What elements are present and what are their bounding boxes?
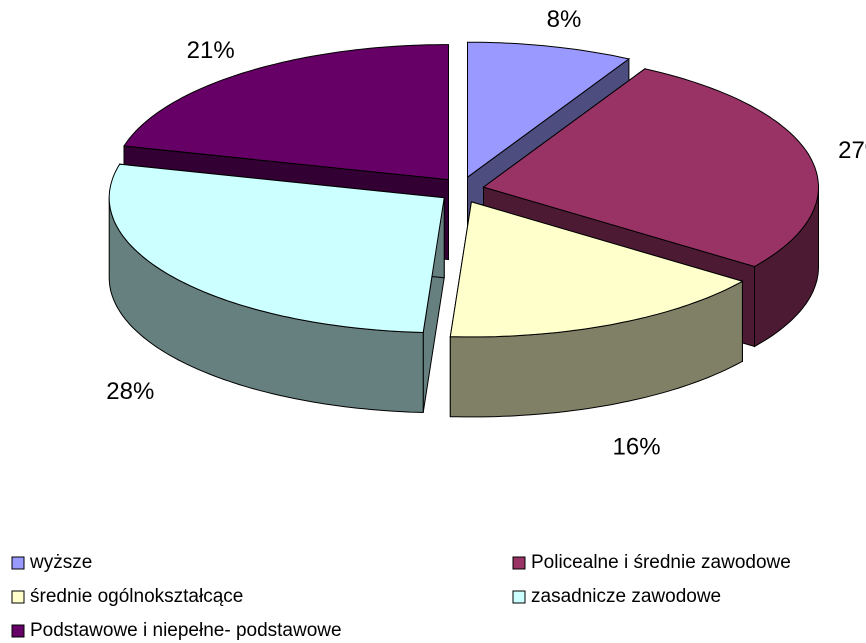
legend-label: Podstawowe i niepełne- podstawowe (30, 620, 342, 641)
legend-label: Policealne i średnie zawodowe (531, 552, 791, 573)
slice (467, 41, 631, 179)
slice (108, 163, 445, 334)
slice (449, 201, 744, 338)
data-label: 16% (613, 434, 661, 461)
legend-swatch (11, 556, 25, 570)
legend-swatch (11, 590, 25, 604)
slice (482, 68, 819, 268)
data-label: 27% (838, 137, 866, 164)
legend-label: wyższe (29, 552, 92, 573)
legend-swatch (512, 590, 526, 604)
legend-label: średnie ogólnokształcące (30, 586, 243, 607)
data-label: 8% (547, 6, 582, 33)
data-label: 21% (187, 37, 235, 64)
slice (123, 44, 449, 181)
data-label: 28% (106, 378, 154, 405)
legend-label: zasadnicze zawodowe (531, 586, 721, 607)
legend-swatch (512, 556, 526, 570)
legend-swatch (11, 624, 25, 638)
